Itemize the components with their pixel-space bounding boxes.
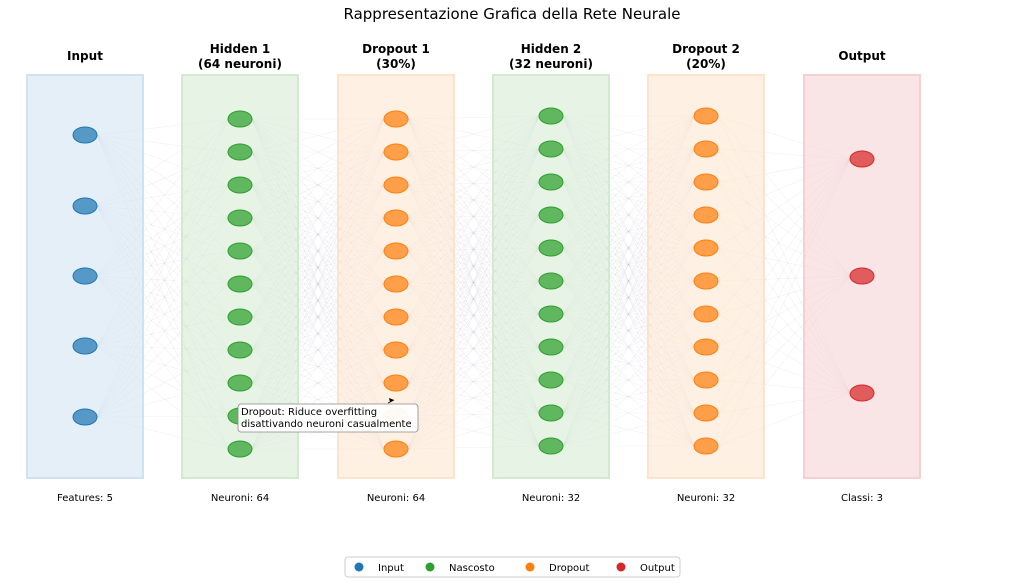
hidden-node <box>227 275 253 293</box>
dropout-node <box>383 374 409 392</box>
layer-footer: Classi: 3 <box>841 493 883 504</box>
legend-item-hidden: Nascosto <box>425 562 495 574</box>
dropout-node <box>693 140 719 158</box>
hidden-node <box>227 374 253 392</box>
layer-3: Dropout 1(30%) Neuroni: 64 <box>337 42 455 504</box>
dropout-node <box>693 371 719 389</box>
legend-marker <box>354 562 364 572</box>
hidden-node <box>538 338 564 356</box>
hidden-node <box>227 341 253 359</box>
layer-title: (20%) <box>686 57 726 71</box>
layer-footer: Neuroni: 64 <box>367 493 425 504</box>
dropout-node <box>383 209 409 227</box>
layer-5: Dropout 2(20%) Neuroni: 32 <box>647 42 765 504</box>
hidden-node <box>538 437 564 455</box>
layer-title: (32 neuroni) <box>509 57 593 71</box>
dropout-annotation: Dropout: Riduce overfittingdisattivando … <box>237 398 419 433</box>
layer-footer: Features: 5 <box>57 493 113 504</box>
hidden-node <box>227 143 253 161</box>
dropout-node <box>693 239 719 257</box>
legend-label: Dropout <box>549 563 590 574</box>
dropout-node <box>693 272 719 290</box>
dropout-node <box>693 173 719 191</box>
input-node <box>72 337 98 355</box>
layer-6: Output Classi: 3 <box>803 49 921 504</box>
layers: Input Features: 5 Hidden 1(64 neuroni) Neur… <box>26 42 921 504</box>
dropout-node <box>693 338 719 356</box>
dropout-node <box>693 404 719 422</box>
output-node <box>849 267 875 285</box>
hidden-node <box>227 176 253 194</box>
hidden-node <box>538 206 564 224</box>
legend-label: Output <box>640 563 675 574</box>
input-node <box>72 126 98 144</box>
input-node <box>72 267 98 285</box>
legend-marker <box>425 562 435 572</box>
dropout-node <box>383 176 409 194</box>
legend: Input Nascosto Dropout Output <box>344 556 681 578</box>
layer-2: Hidden 1(64 neuroni) Neuroni: 64 <box>181 42 299 504</box>
hidden-node <box>538 239 564 257</box>
dropout-node <box>383 110 409 128</box>
dropout-node <box>693 107 719 125</box>
layer-4: Hidden 2(32 neuroni) Neuroni: 32 <box>492 42 610 504</box>
dropout-node <box>383 341 409 359</box>
layer-1: Input Features: 5 <box>26 49 144 504</box>
legend-label: Input <box>378 563 404 574</box>
legend-label: Nascosto <box>449 563 495 574</box>
hidden-node <box>538 272 564 290</box>
annotation-text: Dropout: Riduce overfitting <box>241 407 377 418</box>
dropout-node <box>693 206 719 224</box>
hidden-node <box>538 404 564 422</box>
legend-box <box>344 556 681 578</box>
layer-footer: Neuroni: 32 <box>677 493 735 504</box>
hidden-node <box>538 173 564 191</box>
annotation-arrowhead <box>389 398 394 402</box>
dropout-node <box>383 143 409 161</box>
annotation-text: disattivando neuroni casualmente <box>241 419 412 430</box>
hidden-node <box>538 107 564 125</box>
dropout-node <box>693 305 719 323</box>
hidden-node <box>227 308 253 326</box>
legend-item-input: Input <box>354 562 404 574</box>
hidden-node <box>227 209 253 227</box>
layer-title: Output <box>838 49 886 63</box>
layer-title: Input <box>67 49 103 63</box>
annotation-box <box>237 403 419 433</box>
layer-title: Dropout 1 <box>362 42 430 56</box>
hidden-node <box>538 140 564 158</box>
dropout-node <box>383 440 409 458</box>
layer-title: Hidden 1 <box>210 42 271 56</box>
dropout-node <box>693 437 719 455</box>
dropout-node <box>383 242 409 260</box>
input-node <box>72 197 98 215</box>
input-node <box>72 408 98 426</box>
dropout-node <box>383 275 409 293</box>
legend-item-output: Output <box>616 562 675 574</box>
legend-marker <box>525 562 535 572</box>
hidden-node <box>227 440 253 458</box>
layer-title: Dropout 2 <box>672 42 740 56</box>
layer-footer: Neuroni: 32 <box>522 493 580 504</box>
layer-title: (64 neuroni) <box>198 57 282 71</box>
diagram-title: Rappresentazione Grafica della Rete Neur… <box>344 5 681 23</box>
layer-title: Hidden 2 <box>521 42 582 56</box>
output-node <box>849 384 875 402</box>
dropout-node <box>383 308 409 326</box>
hidden-node <box>538 371 564 389</box>
hidden-node <box>538 305 564 323</box>
layer-footer: Neuroni: 64 <box>211 493 269 504</box>
layer-title: (30%) <box>376 57 416 71</box>
output-node <box>849 150 875 168</box>
legend-item-dropout: Dropout <box>525 562 590 574</box>
hidden-node <box>227 110 253 128</box>
hidden-node <box>227 242 253 260</box>
legend-marker <box>616 562 626 572</box>
